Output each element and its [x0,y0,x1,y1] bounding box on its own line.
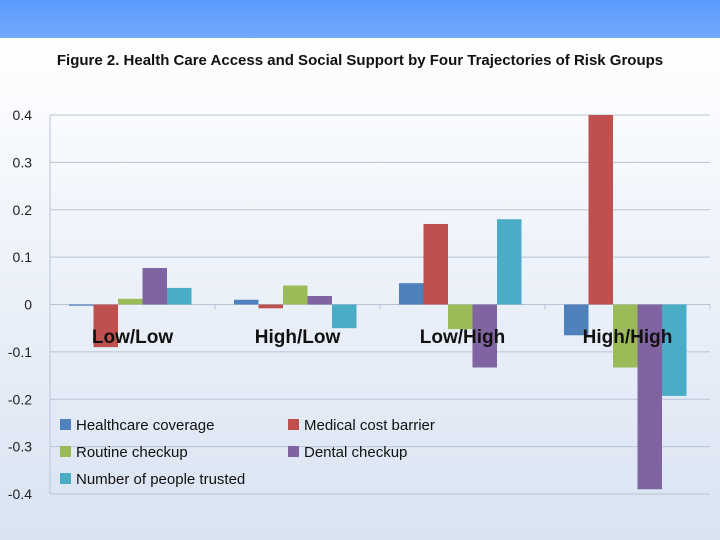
legend-swatch [60,446,71,457]
bar-medical-cost-barrier-high-high [588,115,613,305]
bar-number-of-people-trusted-low-high [497,219,522,305]
chart-title: Figure 2. Health Care Access and Social … [56,52,664,69]
legend-label: Dental checkup [304,444,407,461]
bar-dental-checkup-low-low [142,268,167,305]
bar-healthcare-coverage-low-low [69,304,94,306]
y-tick-label: -0.3 [8,439,32,455]
legend-swatch [288,419,299,430]
bar-medical-cost-barrier-low-low [93,304,118,348]
bar-healthcare-coverage-high-high [564,304,589,336]
bars [69,115,687,490]
bar-medical-cost-barrier-low-high [423,223,448,305]
y-tick-label: 0.3 [13,154,33,170]
bar-healthcare-coverage-low-high [399,283,424,305]
bar-routine-checkup-high-low [283,285,308,305]
category-label: Low/Low [92,327,173,348]
bar-routine-checkup-low-low [118,298,143,305]
category-labels: Low/Low High/Low Low/High High/High [92,327,672,348]
legend-swatch [288,446,299,457]
legend-label: Routine checkup [76,444,188,461]
legend: Healthcare coverage Medical cost barrier R… [60,417,435,488]
y-tick-label: 0.4 [13,107,33,123]
y-tick-label: -0.1 [8,344,32,360]
bar-number-of-people-trusted-low-low [167,287,192,305]
bar-dental-checkup-high-low [307,295,332,305]
y-tick-label: 0.1 [13,249,33,265]
y-tick-label: -0.4 [8,486,32,502]
legend-swatch [60,473,71,484]
y-tick-label: 0.2 [13,202,33,218]
bar-dental-checkup-high-high [637,304,662,490]
legend-swatch [60,419,71,430]
bar-healthcare-coverage-high-low [234,299,259,305]
y-tick-label: 0 [24,297,32,313]
bar-number-of-people-trusted-high-low [332,304,357,329]
y-tick-label: -0.2 [8,391,32,407]
bar-dental-checkup-low-high [472,304,497,368]
bar-routine-checkup-high-high [613,304,638,368]
legend-label: Healthcare coverage [76,417,214,434]
category-label: High/High [583,327,673,348]
bar-routine-checkup-low-high [448,304,473,330]
bar-number-of-people-trusted-high-high [662,304,687,396]
category-label: High/Low [255,327,341,348]
category-label: Low/High [420,327,505,348]
y-axis: 0.4 0.3 0.2 0.1 0 -0.1 -0.2 -0.3 -0.4 [8,107,32,502]
bar-medical-cost-barrier-high-low [258,304,283,309]
legend-label: Number of people trusted [76,471,245,488]
legend-label: Medical cost barrier [304,417,435,434]
